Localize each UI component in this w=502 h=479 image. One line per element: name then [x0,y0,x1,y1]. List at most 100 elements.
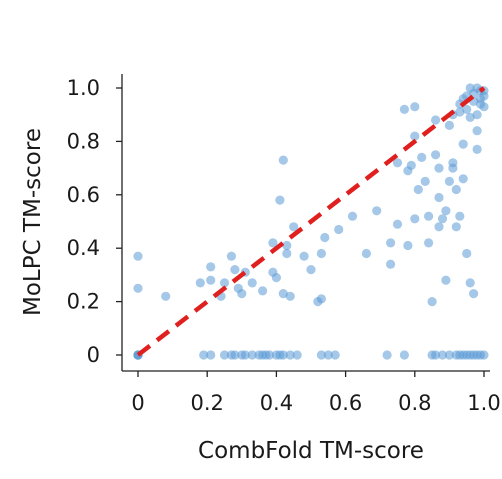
data-point [258,286,268,296]
data-point [406,160,416,170]
data-point [282,240,292,251]
y-axis-title: MoLPC TM-score [20,128,46,316]
data-point [161,291,171,301]
data-point [278,350,288,360]
diagonal-reference-line [136,86,486,357]
data-point [206,275,216,285]
data-point [240,350,250,360]
data-point [271,273,281,283]
data-point [458,174,468,184]
data-point [323,350,333,360]
x-tick-label: 0.8 [398,391,431,415]
data-point [413,184,423,195]
data-point [206,350,216,360]
data-point [424,238,434,248]
data-point [399,104,409,114]
data-point [264,350,275,360]
data-point [434,163,444,173]
x-tick-label: 0.4 [260,391,293,415]
x-tick-label: 1.0 [467,391,500,415]
data-point [431,150,441,160]
data-point [455,211,465,221]
data-point [306,265,316,275]
data-point [195,278,205,288]
y-tick-label: 0.6 [67,183,100,207]
data-point [420,176,430,186]
data-point [285,291,295,301]
data-point [469,289,479,299]
axes-layer: 0 0.2 0.4 0.6 0.8 1.0 0 0.2 0.4 0.6 0.8 1.0 [67,74,501,415]
y-tick-label: 0.4 [67,236,100,260]
data-point [410,102,420,112]
x-axis-title: CombFold TM-score [198,438,424,464]
data-point [462,104,472,114]
data-point [133,251,143,261]
data-point [278,289,288,299]
data-point [316,294,326,304]
data-point [320,232,330,243]
data-point [334,224,344,235]
data-point [299,251,309,261]
data-point [479,102,489,112]
data-point [199,350,209,360]
data-point [330,350,340,360]
data-point [399,350,409,360]
data-point [230,350,240,360]
data-point [247,350,257,360]
data-point [431,115,441,125]
data-point [206,262,216,272]
data-point [465,112,475,122]
data-point [424,211,434,221]
data-point [437,214,448,224]
data-point [427,297,437,307]
data-point [219,278,230,288]
data-point [462,248,472,259]
x-tick-label: 0.2 [190,391,223,415]
data-point [441,275,451,285]
data-point [316,350,326,360]
data-point [451,222,461,232]
data-point [275,195,285,205]
data-point [316,248,326,259]
data-point [386,259,396,269]
data-point [472,110,482,120]
data-point [417,152,427,162]
data-point [444,176,454,186]
y-tick-label: 0 [87,343,100,367]
data-point [437,350,448,360]
data-point [444,120,454,130]
data-point [282,248,292,259]
data-point [465,278,475,288]
data-point [472,144,482,154]
data-point [237,289,247,299]
data-point [382,350,392,360]
data-point [458,139,468,149]
data-point [268,238,278,248]
data-point [434,192,444,203]
data-point [441,206,451,216]
y-tick-label: 0.2 [67,290,100,314]
data-point [444,350,454,360]
data-point [292,350,302,360]
y-tick-label: 0.8 [67,129,100,153]
data-point [410,131,420,141]
data-point [479,350,489,360]
data-point [392,219,403,229]
data-point [410,214,420,224]
data-point [226,251,236,261]
data-point [451,184,461,195]
x-tick-label: 0.6 [329,391,362,415]
data-point [361,248,371,259]
data-point [133,283,143,293]
data-point [455,107,465,117]
reference-line-layer [136,86,486,357]
data-point [219,350,230,360]
x-tick-label: 0 [131,391,144,415]
data-point [230,265,240,275]
y-tick-label: 1.0 [67,76,100,100]
data-point [392,158,403,168]
data-point [403,240,413,251]
data-point [431,350,441,360]
